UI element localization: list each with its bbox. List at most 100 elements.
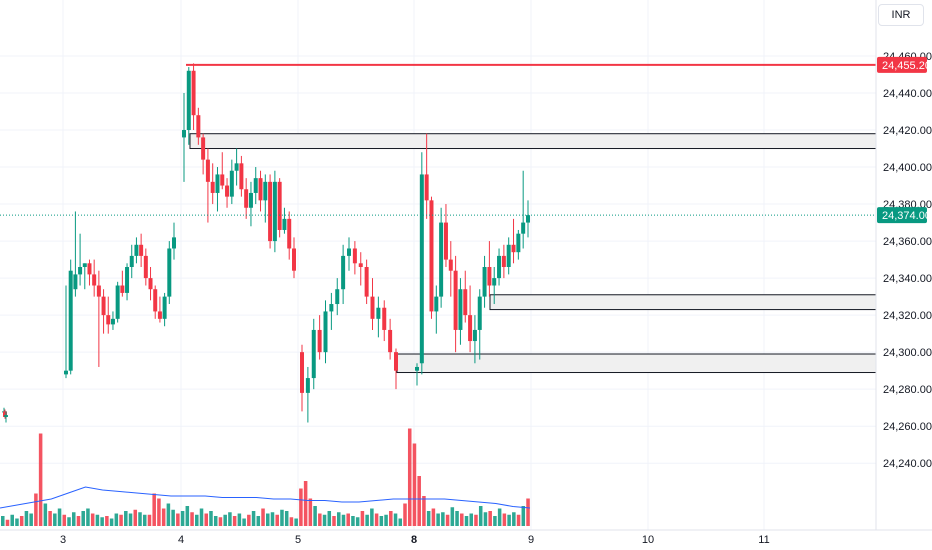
candle-body (115, 285, 120, 319)
volume-bar (105, 516, 109, 526)
volume-bar (502, 513, 507, 526)
volume-average-line (0, 486, 531, 509)
volume-bar (327, 511, 332, 526)
candle-body (497, 255, 502, 279)
volume-bar (199, 508, 204, 526)
grid (0, 0, 876, 530)
volume-bar (15, 518, 19, 526)
volume-bar (294, 518, 298, 526)
volume-bar (507, 514, 511, 526)
current-price-label: 24,374.00 (882, 210, 931, 222)
volume-bar (48, 511, 52, 526)
volume-bar (19, 516, 24, 526)
volume-bar (176, 513, 180, 526)
candle-body (292, 248, 296, 271)
candle-body (244, 189, 249, 208)
volume-bar (445, 514, 450, 526)
volume-bar (526, 498, 530, 526)
time-tick-label: 5 (295, 534, 301, 546)
price-tick-label: 24,240.00 (883, 458, 932, 470)
volume-bar (365, 514, 369, 526)
volume-bar (318, 513, 322, 526)
volume-bar (493, 516, 497, 526)
candle-body (419, 174, 424, 364)
volume-bar (303, 481, 308, 526)
volume-bar (488, 511, 492, 526)
volume-bar (10, 514, 14, 526)
candle-body (443, 222, 448, 260)
price-tick-label: 24,280.00 (883, 384, 932, 396)
volume-bar (185, 506, 190, 526)
candle-body (434, 296, 439, 312)
candle-body (311, 329, 316, 379)
candle-body (201, 137, 206, 160)
price-tick-label: 24,440.00 (883, 88, 932, 100)
volume-bar (228, 512, 232, 526)
candle-body (458, 289, 463, 330)
volume-bar (270, 512, 275, 526)
volume-bar (403, 503, 407, 526)
candle-body (300, 352, 304, 393)
candle-body (287, 218, 292, 249)
candle-body (448, 259, 453, 271)
candle-body (282, 218, 287, 230)
volume-bar (53, 513, 57, 526)
volume-bar (393, 513, 398, 526)
volume-bar (256, 516, 261, 526)
candle-body (358, 263, 363, 267)
volume-bar (379, 516, 384, 526)
candle-body (225, 185, 230, 197)
candle-body (210, 181, 215, 193)
candle-body (215, 174, 220, 193)
price-tick-label: 24,300.00 (883, 347, 932, 359)
volume-bar (266, 513, 270, 526)
resistance-price-label: 24,455.20 (882, 60, 931, 72)
volume-bar (417, 476, 421, 526)
currency-button[interactable]: INR (878, 4, 924, 26)
candle-body (335, 289, 340, 305)
volume-bar (299, 488, 303, 526)
volume-bar (422, 496, 426, 526)
volume-bar (426, 511, 431, 526)
candle-body (511, 244, 516, 253)
volume-bar (171, 509, 175, 526)
time-tick-label: 9 (528, 534, 534, 546)
candle-body (263, 181, 268, 201)
volume-bar (346, 513, 350, 526)
candle-body (68, 270, 73, 371)
price-tick-label: 24,260.00 (883, 421, 932, 433)
volume-bar (204, 513, 209, 526)
candle-body (205, 159, 210, 182)
volume-bar (232, 516, 237, 526)
volume-bar (412, 443, 417, 526)
candle-body (4, 415, 8, 417)
candle-body (305, 378, 310, 393)
volume-bar (119, 514, 123, 526)
candle-body (526, 215, 530, 223)
candle-body (370, 296, 375, 319)
volume-bar (261, 508, 265, 526)
line-layer (0, 63, 876, 216)
volume-bar (469, 513, 474, 526)
zone-box (189, 133, 877, 150)
candle-body (492, 278, 497, 286)
volume-bar (336, 512, 341, 526)
volume-bar (195, 514, 199, 526)
candle-body (162, 296, 167, 319)
candle-body (87, 263, 92, 275)
candle-body (139, 244, 144, 256)
volume-bar (322, 514, 327, 526)
candle-body (516, 233, 521, 253)
volume-bar (86, 508, 90, 526)
volume-bar (516, 514, 521, 526)
candle-body (143, 255, 148, 279)
candle-body (82, 263, 87, 267)
volume-bar (128, 513, 133, 526)
volume-bar (275, 514, 279, 526)
volume-bar (90, 513, 95, 526)
volume-bar (190, 512, 194, 526)
volume-bar (497, 508, 502, 526)
volume-bar (341, 514, 346, 526)
volume-bar (57, 508, 62, 526)
